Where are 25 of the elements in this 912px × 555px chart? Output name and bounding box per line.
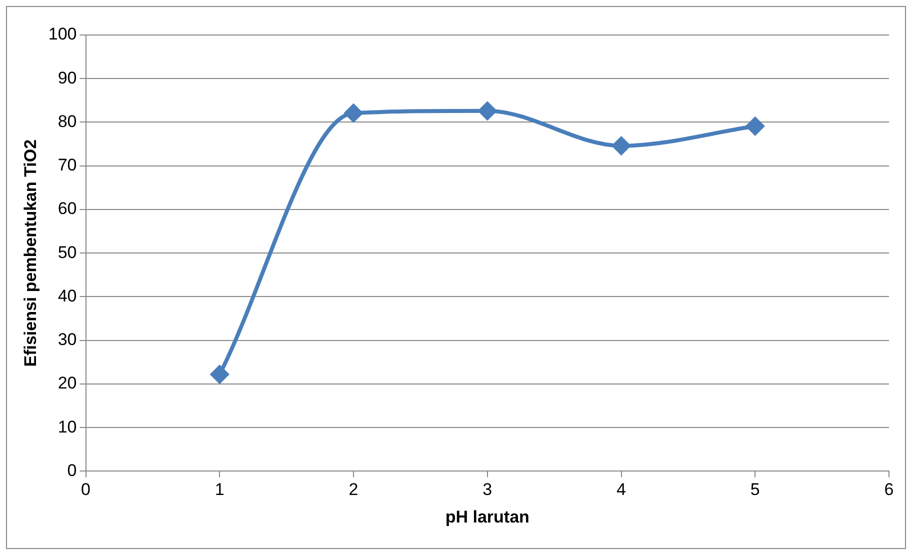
point [210,365,229,384]
x-tick-label: 0 [81,480,90,500]
x-tick-label: 6 [884,480,894,500]
y-tick-label: 70 [58,156,77,175]
y-tick-label: 20 [58,374,77,393]
point [344,104,363,122]
x-tick-label: 2 [348,480,358,500]
x-axis-title: pH larutan [445,507,530,526]
x-tick-label: 1 [214,480,224,500]
y-tick-label: 10 [58,417,77,436]
y-axis-title: Efisiensi pembentukan TiO2 [20,139,40,367]
y-tick-label: 60 [58,199,77,218]
x-tick-label: 3 [482,480,492,500]
x-tick-label: 4 [616,480,626,500]
y-tick-label: 30 [58,330,77,350]
y-tick-label: 90 [58,68,77,88]
y-tick-label: 40 [58,286,77,306]
y-tick-label: 50 [58,242,77,262]
point [478,102,496,120]
point [746,117,764,136]
point [612,136,630,155]
x-tick-label: 5 [750,480,760,500]
y-tick-label: 0 [67,460,77,480]
y-tick-label: 80 [58,112,77,131]
y-tick-label: 100 [48,24,77,44]
